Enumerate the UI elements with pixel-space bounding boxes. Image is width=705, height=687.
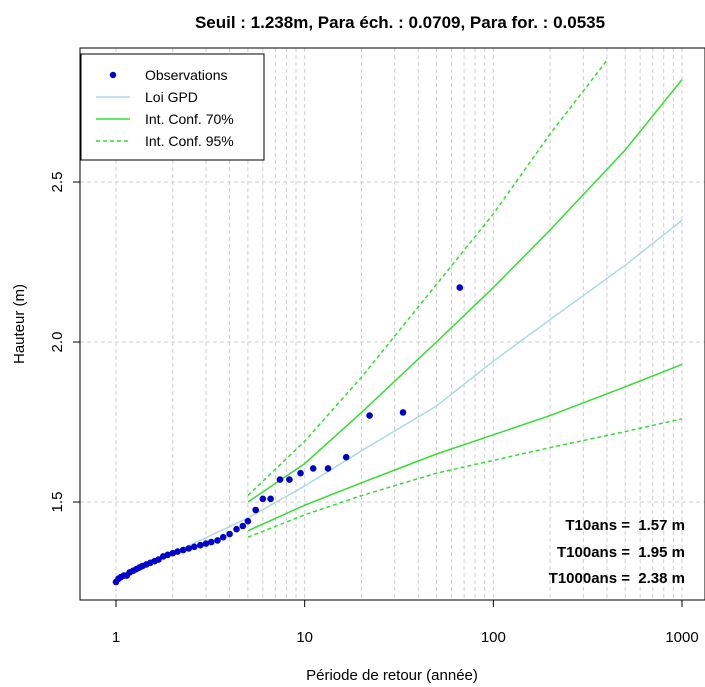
observation-point: [214, 537, 221, 544]
conf95-upper-line: [247, 59, 608, 497]
observation-point: [191, 543, 198, 551]
observation-point: [239, 522, 247, 530]
observation-point: [399, 409, 407, 416]
y-tick-label: 2.0: [49, 332, 66, 353]
observation-point: [219, 533, 227, 541]
observation-point: [233, 525, 240, 533]
y-axis-label: Hauteur (m): [11, 284, 28, 364]
legend-box: [80, 53, 265, 161]
y-tick-label: 2.5: [49, 172, 66, 193]
legend-label-conf95: Int. Conf. 95%: [145, 133, 234, 149]
observation-point: [244, 517, 252, 525]
conf70-lower-line: [247, 363, 683, 532]
x-tick-label: 1000: [665, 629, 698, 646]
grid: [80, 48, 705, 600]
observation-point: [226, 530, 233, 538]
observation-point: [259, 495, 267, 503]
observation-point: [155, 556, 162, 563]
legend-label-gpd: Loi GPD: [145, 89, 198, 105]
observation-point: [267, 495, 274, 503]
y-tick-label: 1.5: [49, 492, 66, 513]
observation-point: [342, 453, 350, 461]
observation-point: [309, 465, 317, 472]
y-axis: 1.5 2.0 2.5: [49, 172, 81, 513]
observation-point: [174, 548, 181, 555]
series-layer: [115, 59, 683, 583]
observation-point: [252, 506, 259, 514]
observation-point: [164, 551, 171, 559]
observation-point: [276, 476, 284, 483]
observation-point: [366, 412, 373, 419]
gpd-line: [115, 219, 683, 583]
observation-point: [179, 546, 187, 554]
observation-point: [185, 545, 193, 552]
legend-symbol-observations: [109, 71, 117, 79]
observation-point: [324, 465, 332, 472]
annotation-t100: T100ans = 1.95 m: [557, 544, 685, 561]
x-tick-label: 10: [296, 629, 313, 646]
x-axis: 1 10 100 1000: [112, 599, 699, 646]
x-tick-label: 1: [112, 629, 120, 646]
observation-point: [197, 541, 204, 549]
chart-title: Seuil : 1.238m, Para éch. : 0.0709, Para…: [195, 13, 605, 32]
x-axis-label: Période de retour (année): [306, 667, 478, 684]
return-level-annotations: T10ans = 1.57 m T100ans = 1.95 m T1000an…: [549, 517, 685, 587]
conf70-upper-line: [247, 79, 683, 503]
observations-points: [112, 284, 464, 586]
observation-point: [286, 476, 293, 483]
observation-point: [202, 540, 210, 547]
observation-point: [456, 284, 464, 291]
legend: Observations Loi GPD Int. Conf. 70% Int.…: [80, 53, 265, 161]
observation-point: [208, 538, 215, 546]
observation-point: [297, 469, 304, 477]
legend-label-conf70: Int. Conf. 70%: [145, 111, 234, 127]
annotation-t10: T10ans = 1.57 m: [565, 517, 685, 534]
conf95-lower-line: [247, 418, 683, 538]
annotation-t1000: T1000ans = 2.38 m: [549, 570, 685, 587]
legend-label-observations: Observations: [145, 67, 227, 83]
x-tick-label: 100: [481, 629, 506, 646]
